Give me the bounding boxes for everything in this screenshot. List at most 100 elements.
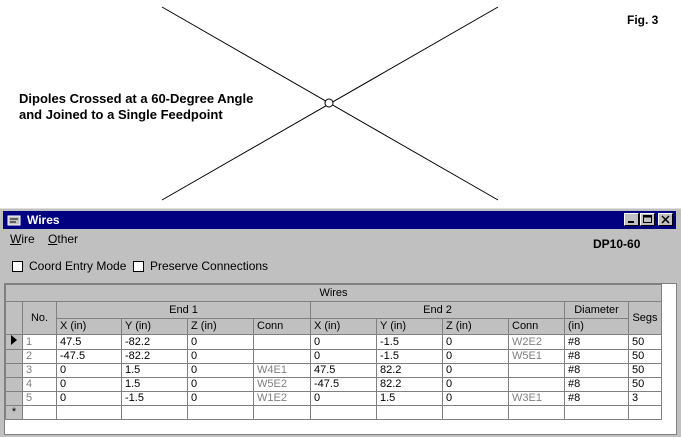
cell-y1[interactable]: -1.5: [121, 391, 188, 406]
col-conn2-header[interactable]: Conn: [508, 318, 565, 335]
cell-z2[interactable]: 0: [442, 363, 509, 378]
cell-segs[interactable]: 50: [628, 363, 662, 378]
cell-y1[interactable]: 1.5: [121, 363, 188, 378]
cell-z1[interactable]: 0: [187, 334, 254, 350]
table-row[interactable]: 5 0 -1.5 0 W1E2 0 1.5 0 W3E1 #8 3: [5, 391, 662, 406]
cell-z2[interactable]: 0: [442, 349, 509, 364]
cell-diameter[interactable]: #8: [564, 334, 629, 350]
new-row-marker[interactable]: *: [5, 405, 23, 420]
cell-segs[interactable]: 50: [628, 349, 662, 364]
cell-x2[interactable]: 0: [310, 391, 377, 406]
cell-z1[interactable]: 0: [187, 377, 254, 392]
row-selector[interactable]: [5, 377, 23, 392]
cell-segs[interactable]: 50: [628, 377, 662, 392]
grid-subheader-row: X (in) Y (in) Z (in) Conn X (in) Y (in) …: [6, 318, 662, 335]
cell-no: 5: [22, 391, 57, 406]
diameter-header[interactable]: Diameter: [564, 301, 629, 319]
cell-x1[interactable]: 0: [56, 363, 122, 378]
cell-diameter[interactable]: #8: [564, 349, 629, 364]
cell-y2[interactable]: 82.2: [376, 363, 443, 378]
cell-conn2[interactable]: [508, 405, 565, 420]
cell-x2[interactable]: 47.5: [310, 363, 377, 378]
cell-z1[interactable]: 0: [187, 391, 254, 406]
cell-x2[interactable]: 0: [310, 334, 377, 350]
cell-z1[interactable]: 0: [187, 363, 254, 378]
col-x2-header[interactable]: X (in): [310, 318, 377, 335]
cell-segs[interactable]: 50: [628, 334, 662, 350]
row-selector[interactable]: [5, 349, 23, 364]
cell-x1[interactable]: [56, 405, 122, 420]
table-row[interactable]: 3 0 1.5 0 W4E1 47.5 82.2 0 #8 50: [5, 363, 662, 378]
cell-conn2[interactable]: [508, 363, 565, 378]
title-bar[interactable]: Wires: [3, 211, 676, 229]
cell-x1[interactable]: 0: [56, 391, 122, 406]
cell-conn1[interactable]: W4E1: [253, 363, 311, 378]
cell-z2[interactable]: 0: [442, 391, 509, 406]
table-row[interactable]: 4 0 1.5 0 W5E2 -47.5 82.2 0 #8 50: [5, 377, 662, 392]
cell-x2[interactable]: 0: [310, 349, 377, 364]
col-z2-header[interactable]: Z (in): [442, 318, 509, 335]
minimize-button[interactable]: [624, 213, 639, 226]
coord-entry-box[interactable]: [12, 261, 23, 272]
cell-y2[interactable]: -1.5: [376, 334, 443, 350]
menu-other[interactable]: Other: [48, 232, 79, 246]
figure-caption: Dipoles Crossed at a 60-Degree Angle and…: [19, 91, 319, 123]
menu-wire[interactable]: Wire: [10, 232, 35, 246]
preserve-connections-box[interactable]: [133, 261, 144, 272]
cell-diameter[interactable]: [564, 405, 629, 420]
cell-conn1[interactable]: W5E2: [253, 377, 311, 392]
cell-no: [22, 405, 57, 420]
cell-z2[interactable]: 0: [442, 334, 509, 350]
cell-y1[interactable]: 1.5: [121, 377, 188, 392]
cell-y1[interactable]: [121, 405, 188, 420]
cell-conn2[interactable]: W5E1: [508, 349, 565, 364]
cell-diameter[interactable]: #8: [564, 377, 629, 392]
cell-z2[interactable]: 0: [442, 377, 509, 392]
cell-segs[interactable]: [628, 405, 662, 420]
cell-x1[interactable]: -47.5: [56, 349, 122, 364]
cell-x1[interactable]: 47.5: [56, 334, 122, 350]
cell-conn1[interactable]: W1E2: [253, 391, 311, 406]
cell-z1[interactable]: 0: [187, 349, 254, 364]
cell-y1[interactable]: -82.2: [121, 349, 188, 364]
close-button[interactable]: [658, 213, 673, 226]
cell-conn2[interactable]: W2E2: [508, 334, 565, 350]
cell-diameter[interactable]: #8: [564, 391, 629, 406]
coord-entry-checkbox[interactable]: Coord Entry Mode: [12, 259, 126, 273]
cell-x2[interactable]: [310, 405, 377, 420]
col-y1-header[interactable]: Y (in): [121, 318, 188, 335]
preserve-connections-checkbox[interactable]: Preserve Connections: [133, 259, 268, 273]
col-y2-header[interactable]: Y (in): [376, 318, 443, 335]
segs-header[interactable]: Segs: [628, 301, 662, 335]
cell-conn2[interactable]: W3E1: [508, 391, 565, 406]
col-x1-header[interactable]: X (in): [56, 318, 122, 335]
cell-conn1[interactable]: [253, 349, 311, 364]
cell-diameter[interactable]: #8: [564, 363, 629, 378]
col-z1-header[interactable]: Z (in): [187, 318, 254, 335]
col-no-header[interactable]: No.: [22, 301, 57, 335]
cell-conn2[interactable]: [508, 377, 565, 392]
cell-conn1[interactable]: [253, 405, 311, 420]
cell-y2[interactable]: 82.2: [376, 377, 443, 392]
current-row-indicator[interactable]: [5, 334, 23, 350]
row-selector[interactable]: [5, 391, 23, 406]
window-icon[interactable]: [7, 214, 21, 226]
cell-y1[interactable]: -82.2: [121, 334, 188, 350]
cell-segs[interactable]: 3: [628, 391, 662, 406]
new-row[interactable]: *: [5, 405, 662, 420]
maximize-button[interactable]: [640, 213, 655, 226]
cell-y2[interactable]: 1.5: [376, 391, 443, 406]
cell-y2[interactable]: -1.5: [376, 349, 443, 364]
cell-no: 3: [22, 363, 57, 378]
cell-x1[interactable]: 0: [56, 377, 122, 392]
cell-x2[interactable]: -47.5: [310, 377, 377, 392]
cell-conn1[interactable]: [253, 334, 311, 350]
col-diameter-unit-header[interactable]: (in): [564, 318, 629, 335]
cell-z1[interactable]: [187, 405, 254, 420]
col-conn1-header[interactable]: Conn: [253, 318, 311, 335]
row-selector[interactable]: [5, 363, 23, 378]
cell-y2[interactable]: [376, 405, 443, 420]
table-row[interactable]: 2 -47.5 -82.2 0 0 -1.5 0 W5E1 #8 50: [5, 349, 662, 364]
table-row[interactable]: 1 47.5 -82.2 0 0 -1.5 0 W2E2 #8 50: [5, 334, 662, 350]
cell-z2[interactable]: [442, 405, 509, 420]
